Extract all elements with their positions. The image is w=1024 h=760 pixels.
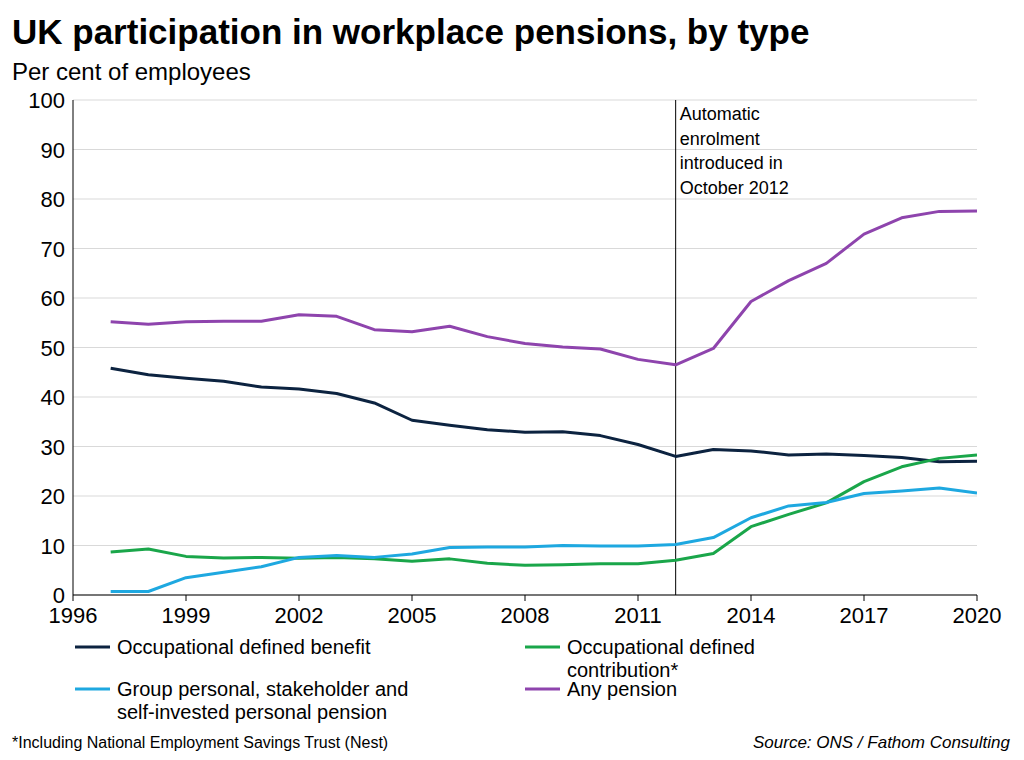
x-tick-label: 2002: [275, 603, 324, 628]
grid-line: [73, 248, 977, 249]
legend-swatch: [525, 688, 560, 691]
legend-swatch: [75, 688, 110, 691]
x-tick-label: 1996: [49, 603, 98, 628]
x-tick: [186, 595, 187, 601]
y-tick-label: 90: [41, 138, 65, 163]
x-tick: [977, 595, 978, 601]
x-tick: [751, 595, 752, 601]
legend-label: Occupational definedcontribution*: [567, 636, 755, 681]
x-tick-label: 2014: [727, 603, 776, 628]
legend-label-line: self-invested personal pension: [117, 701, 387, 723]
x-tick-label: 2017: [840, 603, 889, 628]
x-tick-label: 1999: [162, 603, 211, 628]
legend-label-line: Occupational defined benefit: [117, 636, 371, 658]
grid-line: [73, 199, 977, 200]
y-tick-label: 80: [41, 187, 65, 212]
series-line: [111, 455, 977, 565]
y-tick-label: 30: [41, 435, 65, 460]
annotation-line: [675, 100, 676, 595]
x-tick: [525, 595, 526, 601]
grid-line: [73, 397, 977, 398]
x-tick-label: 2008: [501, 603, 550, 628]
grid-line: [73, 100, 977, 101]
x-tick: [638, 595, 639, 601]
grid-line: [73, 298, 977, 299]
y-tick-label: 100: [28, 88, 65, 113]
grid-line: [73, 347, 977, 348]
y-tick-label: 60: [41, 286, 65, 311]
grid-line: [73, 149, 977, 150]
legend-label: Any pension: [567, 678, 677, 700]
source: Source: ONS / Fathom Consulting: [753, 733, 1011, 752]
legend-swatch: [75, 646, 110, 649]
annotation-text: Automatic: [680, 104, 760, 124]
annotation-text: introduced in: [680, 153, 783, 173]
x-tick: [299, 595, 300, 601]
y-tick-label: 50: [41, 336, 65, 361]
subtitle: Per cent of employees: [12, 58, 251, 85]
x-tick-label: 2011: [614, 603, 661, 628]
series-line: [111, 488, 977, 591]
annotation-text: enrolment: [680, 129, 760, 149]
legend-label-line: Group personal, stakeholder and: [117, 678, 408, 700]
legend-swatch: [525, 646, 560, 649]
grid-line: [73, 446, 977, 447]
y-tick-label: 20: [41, 484, 65, 509]
x-tick: [412, 595, 413, 601]
y-axis: [73, 100, 74, 595]
title: UK participation in workplace pensions, …: [12, 12, 809, 51]
x-tick-label: 2020: [953, 603, 1002, 628]
x-tick-label: 2005: [388, 603, 437, 628]
footnote: *Including National Employment Savings T…: [12, 734, 388, 751]
legend-label-line: Any pension: [567, 678, 677, 700]
y-tick-label: 40: [41, 385, 65, 410]
y-tick-label: 70: [41, 237, 65, 262]
series-line: [111, 368, 977, 462]
legend-label-line: Occupational defined: [567, 636, 755, 658]
annotation-text: October 2012: [680, 178, 789, 198]
x-tick: [73, 595, 74, 601]
chart: UK participation in workplace pensions, …: [0, 0, 1024, 760]
legend-label: Group personal, stakeholder andself-inve…: [117, 678, 408, 723]
y-tick-label: 10: [41, 534, 65, 559]
x-tick: [864, 595, 865, 601]
plot-area: [111, 211, 977, 592]
series-line: [111, 211, 977, 365]
legend-label: Occupational defined benefit: [117, 636, 371, 658]
